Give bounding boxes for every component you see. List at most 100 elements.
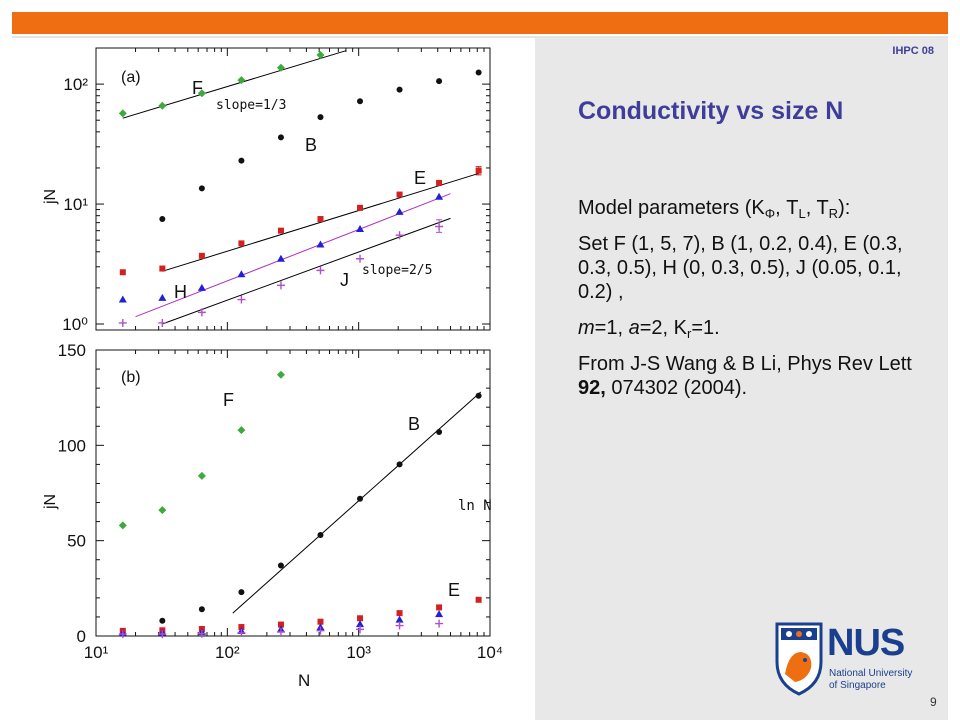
data-point-j-4 bbox=[276, 627, 285, 636]
data-point-b-1 bbox=[198, 606, 205, 613]
nus-subtitle-line2: of Singapore bbox=[829, 680, 886, 691]
data-point-f-3 bbox=[237, 426, 246, 435]
data-point-h-5 bbox=[316, 240, 325, 248]
data-point-f-2 bbox=[197, 471, 206, 480]
panel-b-frame bbox=[95, 349, 491, 637]
panel-b-label: (b) bbox=[121, 369, 141, 386]
panel-b-xtick-label: 10¹ bbox=[84, 643, 109, 662]
data-point-j-5 bbox=[316, 626, 325, 635]
panel-b-ytick-label: 50 bbox=[67, 532, 86, 551]
data-point-h-6 bbox=[356, 224, 365, 232]
panel-b-fit-line-ln-n bbox=[232, 391, 482, 614]
slope-annotation-2-5: slope=2/5 bbox=[362, 263, 432, 278]
panel-b-xtick-label: 10⁴ bbox=[477, 643, 503, 662]
panel-a-errorbar-e bbox=[475, 166, 482, 176]
body-paragraph-reference: From J-S Wang & B Li, Phys Rev Lett 92, … bbox=[578, 353, 912, 399]
slide-title: Conductivity vs size N bbox=[578, 97, 844, 125]
text-panel bbox=[535, 38, 948, 720]
data-point-h-8 bbox=[435, 610, 444, 618]
panel-b-series-label-f: F bbox=[223, 390, 234, 410]
data-point-j-6 bbox=[356, 625, 365, 634]
data-point-h-4 bbox=[276, 254, 285, 262]
data-point-b-5 bbox=[357, 98, 364, 105]
data-point-j-1 bbox=[158, 318, 167, 327]
data-point-j-8 bbox=[435, 619, 444, 628]
chart-panel-b: 0 50 100 150 10¹ 10² 10³ 10⁴ jN N (b) F B Eln N bbox=[42, 341, 503, 690]
nus-crest-icon bbox=[775, 622, 823, 696]
data-point-b-2 bbox=[238, 589, 245, 596]
data-point-b-7 bbox=[436, 428, 443, 435]
data-point-h-7 bbox=[395, 207, 404, 215]
panel-a-fit-line-1 bbox=[162, 172, 479, 272]
data-point-j-7 bbox=[395, 231, 404, 240]
data-point-h-1 bbox=[158, 293, 167, 301]
panel-b-ytick-label: 150 bbox=[58, 341, 86, 360]
panel-a-fit-line-3 bbox=[162, 217, 451, 325]
data-point-e-6 bbox=[357, 204, 364, 211]
panel-b-series-label-e: E bbox=[448, 580, 460, 600]
ln-n-annotation: ln N bbox=[458, 498, 492, 514]
panel-a-errorbar-j bbox=[436, 219, 443, 233]
data-point-e-9 bbox=[475, 596, 482, 603]
data-point-f-5 bbox=[316, 50, 325, 59]
data-point-b-3 bbox=[277, 134, 284, 141]
data-point-e-1 bbox=[159, 265, 166, 272]
data-point-h-6 bbox=[356, 620, 365, 628]
data-point-e-8 bbox=[436, 179, 443, 186]
data-point-j-0 bbox=[118, 630, 127, 639]
panel-b-xtick-label: 10² bbox=[215, 643, 240, 662]
data-point-f-2 bbox=[197, 89, 206, 98]
data-point-e-6 bbox=[357, 615, 364, 622]
data-point-e-2 bbox=[198, 252, 205, 259]
data-point-j-5 bbox=[316, 266, 325, 275]
data-point-f-0 bbox=[118, 109, 127, 118]
panel-b-ytick-label: 0 bbox=[77, 627, 86, 646]
data-point-j-7 bbox=[395, 621, 404, 630]
series-label-h: H bbox=[174, 282, 187, 302]
data-point-j-2 bbox=[197, 629, 206, 638]
data-point-b-3 bbox=[277, 562, 284, 569]
data-point-b-5 bbox=[357, 495, 364, 502]
panel-b-ylabel: jN bbox=[42, 494, 59, 510]
panel-b-ytick-label: 100 bbox=[58, 436, 86, 455]
data-point-e-8 bbox=[436, 604, 443, 611]
data-point-e-5 bbox=[317, 216, 324, 223]
data-point-e-4 bbox=[277, 621, 284, 628]
data-point-j-6 bbox=[356, 254, 365, 263]
panel-a-frame bbox=[95, 47, 491, 331]
data-point-f-3 bbox=[237, 76, 246, 85]
data-point-b-7 bbox=[436, 78, 443, 85]
data-point-j-2 bbox=[197, 308, 206, 317]
panel-a-ylabel: jN bbox=[42, 189, 59, 205]
data-point-e-3 bbox=[238, 624, 245, 631]
data-point-b-4 bbox=[317, 531, 324, 538]
data-point-j-4 bbox=[276, 281, 285, 290]
nus-wordmark: NUS bbox=[827, 622, 905, 664]
panel-a-ytick-label: 10¹ bbox=[63, 195, 88, 214]
data-point-b-8 bbox=[475, 69, 482, 76]
panel-a-ytick-label: 10² bbox=[63, 75, 88, 94]
data-point-j-3 bbox=[237, 295, 246, 304]
panel-b-xlabel: N bbox=[298, 671, 310, 690]
series-label-e: E bbox=[414, 168, 426, 188]
data-point-b-6 bbox=[396, 86, 403, 93]
data-point-h-8 bbox=[435, 192, 444, 200]
data-point-e-4 bbox=[277, 227, 284, 234]
panel-a-label: (a) bbox=[121, 69, 141, 86]
data-point-b-6 bbox=[396, 461, 403, 468]
data-point-b-2 bbox=[238, 157, 245, 164]
body-paragraph-constants: m=1, a=2, Kr=1. bbox=[578, 317, 720, 341]
data-point-h-0 bbox=[118, 295, 127, 303]
slide-body: Model parameters (KΦ, TL, TR): Set F (1,… bbox=[578, 196, 933, 412]
data-point-f-0 bbox=[118, 521, 127, 530]
data-point-f-1 bbox=[158, 506, 167, 515]
data-point-h-2 bbox=[197, 283, 206, 291]
series-label-f: F bbox=[192, 78, 203, 98]
venue-label: IHPC 08 bbox=[892, 45, 934, 57]
data-point-j-1 bbox=[158, 630, 167, 639]
nus-subtitle-line1: National University bbox=[829, 668, 913, 679]
slope-annotation-1-3: slope=1/3 bbox=[216, 98, 286, 113]
panel-b-series-label-b: B bbox=[408, 414, 420, 434]
data-point-e-5 bbox=[317, 618, 324, 625]
